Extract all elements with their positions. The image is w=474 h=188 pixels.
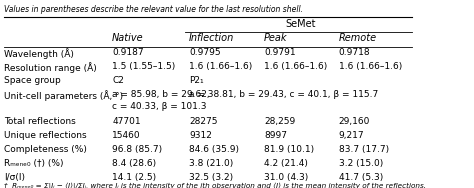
- Text: 28,259: 28,259: [264, 117, 295, 126]
- Text: Resolution range (Å): Resolution range (Å): [4, 62, 97, 73]
- Text: Unit-cell parameters (Å, °): Unit-cell parameters (Å, °): [4, 90, 123, 101]
- Text: 3.8 (21.0): 3.8 (21.0): [189, 159, 233, 168]
- Text: †  Rₘₑₙₑ₀ = Σ|Iᵢ − ⟨I⟩|/ΣIᵢ, where Iᵢ is the intensity of the ith observation an: † Rₘₑₙₑ₀ = Σ|Iᵢ − ⟨I⟩|/ΣIᵢ, where Iᵢ is …: [4, 182, 426, 188]
- Text: 8.4 (28.6): 8.4 (28.6): [112, 159, 156, 168]
- Text: Rₘₑₙₑ₀ (†) (%): Rₘₑₙₑ₀ (†) (%): [4, 159, 64, 168]
- Text: 0.9187: 0.9187: [112, 48, 144, 57]
- Text: Total reflections: Total reflections: [4, 117, 76, 126]
- Text: Completeness (%): Completeness (%): [4, 145, 87, 154]
- Text: c = 40.33, β = 101.3: c = 40.33, β = 101.3: [112, 102, 207, 111]
- Text: 4.2 (21.4): 4.2 (21.4): [264, 159, 308, 168]
- Text: 1.6 (1.66–1.6): 1.6 (1.66–1.6): [189, 62, 252, 71]
- Text: 84.6 (35.9): 84.6 (35.9): [189, 145, 239, 154]
- Text: 1.5 (1.55–1.5): 1.5 (1.55–1.5): [112, 62, 175, 71]
- Text: Space group: Space group: [4, 76, 61, 85]
- Text: 1.6 (1.66–1.6): 1.6 (1.66–1.6): [264, 62, 327, 71]
- Text: Inflection: Inflection: [189, 33, 234, 43]
- Text: 0.9791: 0.9791: [264, 48, 296, 57]
- Text: Values in parentheses describe the relevant value for the last resolution shell.: Values in parentheses describe the relev…: [4, 5, 303, 14]
- Text: 32.5 (3.2): 32.5 (3.2): [189, 173, 233, 182]
- Text: Remote: Remote: [339, 33, 377, 43]
- Text: 3.2 (15.0): 3.2 (15.0): [339, 159, 383, 168]
- Text: Wavelength (Å): Wavelength (Å): [4, 48, 74, 59]
- Text: Peak: Peak: [264, 33, 287, 43]
- Text: 0.9795: 0.9795: [189, 48, 221, 57]
- Text: 83.7 (17.7): 83.7 (17.7): [339, 145, 389, 154]
- Text: C2: C2: [112, 76, 124, 85]
- Text: Native: Native: [112, 33, 144, 43]
- Text: 15460: 15460: [112, 131, 141, 140]
- Text: 41.7 (5.3): 41.7 (5.3): [339, 173, 383, 182]
- Text: a = 85.98, b = 29.62,: a = 85.98, b = 29.62,: [112, 90, 210, 99]
- Text: P2₁: P2₁: [189, 76, 204, 85]
- Text: 9312: 9312: [189, 131, 212, 140]
- Text: I/σ(I): I/σ(I): [4, 173, 25, 182]
- Text: 14.1 (2.5): 14.1 (2.5): [112, 173, 156, 182]
- Text: 9,217: 9,217: [339, 131, 365, 140]
- Text: 29,160: 29,160: [339, 117, 370, 126]
- Text: 1.6 (1.66–1.6): 1.6 (1.66–1.6): [339, 62, 402, 71]
- Text: Unique reflections: Unique reflections: [4, 131, 87, 140]
- Text: 31.0 (4.3): 31.0 (4.3): [264, 173, 308, 182]
- Text: 96.8 (85.7): 96.8 (85.7): [112, 145, 163, 154]
- Text: 8997: 8997: [264, 131, 287, 140]
- Text: SeMet: SeMet: [285, 19, 316, 29]
- Text: 0.9718: 0.9718: [339, 48, 370, 57]
- Text: 28275: 28275: [189, 117, 218, 126]
- Text: 47701: 47701: [112, 117, 141, 126]
- Text: 81.9 (10.1): 81.9 (10.1): [264, 145, 314, 154]
- Text: a = 38.81, b = 29.43, c = 40.1, β = 115.7: a = 38.81, b = 29.43, c = 40.1, β = 115.…: [189, 90, 378, 99]
